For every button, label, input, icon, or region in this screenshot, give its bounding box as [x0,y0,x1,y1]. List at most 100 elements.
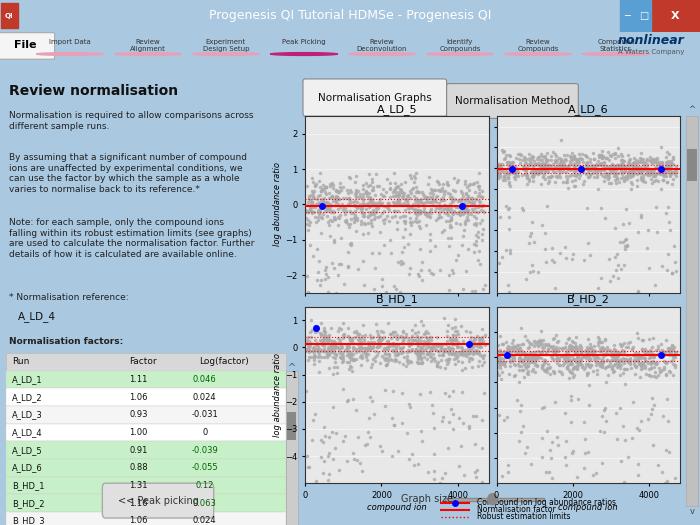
Point [326,342,337,350]
Point [658,357,669,365]
Point [302,216,313,224]
Point [376,200,387,208]
Point [581,153,592,161]
Point [571,363,582,371]
Point [543,161,554,169]
Point [563,164,574,173]
Point [309,352,321,360]
Point [302,219,313,228]
Point [439,345,450,353]
Point [337,330,349,339]
Point [605,179,616,187]
Point [346,241,357,249]
Point [479,389,490,397]
Point [448,336,459,344]
Point [348,209,359,217]
Point [364,189,375,197]
Bar [288,412,297,439]
Point [393,349,404,357]
Point [573,161,584,169]
Point [615,155,626,164]
Point [377,281,388,290]
Point [303,345,314,353]
Point [658,350,669,359]
Point [597,412,608,420]
Point [526,355,538,363]
Point [413,198,424,206]
Point [625,364,636,373]
Point [554,343,565,352]
Point [302,208,314,216]
Point [514,354,525,362]
Point [596,360,607,368]
Point [471,177,482,186]
Point [451,335,462,343]
Point [328,212,339,220]
Point [653,350,664,359]
Point [320,206,331,215]
Point [584,401,595,409]
Point [558,151,569,159]
Point [540,350,552,358]
Point [503,288,514,296]
Point [520,354,531,363]
Point [533,167,544,175]
Point [570,172,581,180]
Point [473,349,484,358]
Point [367,195,378,203]
Point [550,348,561,356]
Point [528,161,539,170]
Point [590,160,601,168]
Point [608,341,620,350]
Point [584,170,596,178]
Point [457,419,468,427]
Point [358,193,369,201]
Point [494,346,505,354]
Point [650,373,662,381]
Point [412,339,423,348]
Point [629,353,641,361]
Point [302,201,313,209]
Point [388,197,399,206]
Point [509,162,520,171]
Point [513,341,524,349]
Point [629,169,640,177]
Point [634,169,645,177]
Point [540,165,552,173]
Point [374,339,386,347]
Point [531,166,542,175]
Point [607,352,618,360]
Point [582,158,593,166]
Point [662,177,673,186]
Point [494,359,505,367]
Point [319,275,330,283]
Point [578,353,589,361]
Point [650,359,661,367]
Point [412,200,423,208]
Point [493,352,504,361]
Point [365,363,377,371]
Point [569,339,580,347]
Point [564,165,575,174]
Point [596,203,607,212]
Point [649,158,660,166]
Point [504,345,515,354]
Point [662,395,673,403]
Point [528,348,540,356]
Point [594,338,606,346]
Point [343,262,354,271]
Point [332,187,344,195]
Point [410,196,421,205]
Point [645,351,656,359]
Point [360,201,371,209]
Point [357,348,368,356]
Point [532,267,543,276]
Point [494,353,505,362]
Point [612,169,624,177]
Point [433,346,444,355]
Point [598,152,609,161]
Point [627,398,638,406]
Point [582,349,594,358]
Point [584,251,595,259]
Point [393,341,404,349]
